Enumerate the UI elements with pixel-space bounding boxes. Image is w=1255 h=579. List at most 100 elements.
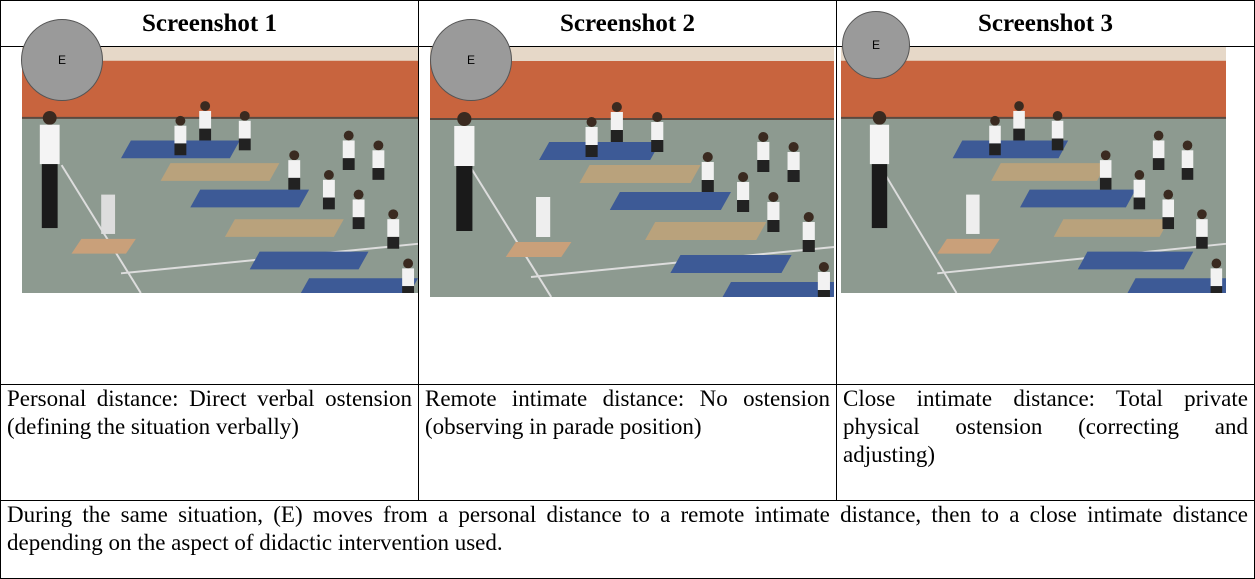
photo-detail [802, 222, 815, 240]
photo-detail [454, 126, 475, 166]
photo-detail [1153, 130, 1164, 141]
photo-detail [952, 140, 1069, 159]
photo-detail [702, 152, 713, 162]
photo-detail [1152, 158, 1165, 170]
photo-detail [611, 102, 622, 112]
photo-detail [803, 212, 814, 222]
photo-detail [1077, 251, 1194, 270]
photo-detail [174, 143, 187, 156]
photo-detail [989, 143, 1001, 156]
photo-detail [652, 112, 663, 122]
photo-detail [722, 282, 834, 297]
photo-detail [1013, 110, 1025, 129]
photo-detail [373, 140, 384, 151]
photo-detail [966, 194, 980, 234]
caption: During the same situation, (E) moves fro… [0, 500, 1255, 579]
photo-detail [288, 177, 301, 190]
photo-detail [787, 170, 800, 182]
photo-detail [787, 152, 800, 170]
photo-detail [586, 117, 597, 127]
photo-detail [403, 258, 414, 269]
photo-detail [757, 142, 770, 160]
photo-detail [1197, 209, 1207, 220]
photo-detail [610, 130, 623, 142]
photo-detail [651, 122, 664, 140]
photo-detail [738, 172, 749, 182]
photo-detail [238, 138, 251, 151]
photo-detail [1051, 138, 1064, 151]
photo-detail [323, 170, 334, 180]
photo-detail [990, 115, 1000, 126]
photo-detail [818, 262, 829, 272]
photo-detail [1181, 168, 1194, 180]
photo-detail [322, 179, 335, 198]
image-cell: E [0, 19, 419, 385]
photo-detail [190, 189, 310, 208]
photo-detail [651, 140, 664, 152]
photo-detail [737, 200, 750, 212]
photo-detail [767, 202, 780, 220]
photo-detail [1053, 219, 1170, 237]
photo-detail [1133, 197, 1146, 210]
photo-detail [1099, 177, 1112, 190]
photo-detail [22, 47, 418, 61]
photo-detail [1014, 101, 1024, 111]
marker: E [430, 19, 512, 101]
photo-detail [174, 125, 187, 144]
photo-detail [737, 182, 750, 200]
photo-detail [991, 163, 1107, 181]
photo-detail [300, 278, 418, 293]
photo-detail [101, 194, 116, 234]
photo-detail [289, 150, 300, 161]
photo-detail [871, 164, 888, 229]
photo-detail [456, 166, 473, 231]
photo-detail [869, 124, 890, 165]
photo-detail [352, 217, 365, 230]
description: Personal distance: Direct verbal ostensi… [0, 384, 419, 501]
photo-detail [841, 47, 1226, 61]
photo-detail [200, 101, 211, 111]
photo-detail [1133, 179, 1146, 198]
photo-detail [238, 120, 251, 139]
image-cell: E [418, 19, 837, 385]
photo-detail [352, 199, 365, 218]
description: Close intimate distance: Total private p… [836, 384, 1255, 501]
photo-detail [536, 197, 551, 237]
photo-detail [1134, 170, 1145, 180]
photo-detail [767, 220, 780, 232]
photo-detail [71, 238, 136, 254]
photo-detail [609, 192, 731, 210]
photo-detail [1052, 110, 1063, 121]
photo-detail [239, 110, 250, 121]
photo-detail [199, 110, 212, 129]
photo-detail [1182, 140, 1193, 151]
photo-detail [505, 242, 572, 257]
photo-detail [757, 160, 770, 172]
photo-detail [1013, 128, 1025, 141]
photo-detail [701, 180, 714, 192]
photo-detail [1196, 219, 1208, 237]
photo-detail [1210, 286, 1223, 293]
photo-detail [387, 219, 400, 237]
photo-detail [342, 158, 355, 170]
photo-detail [199, 128, 212, 141]
marker: E [842, 11, 910, 79]
photo-detail [224, 219, 344, 237]
photo-detail [937, 238, 1000, 254]
photo-detail [342, 140, 355, 159]
photo-detail [1210, 268, 1223, 287]
photo-detail [1162, 199, 1175, 218]
photo-detail [353, 189, 364, 200]
photo-detail [430, 47, 834, 61]
photo-detail [802, 240, 815, 252]
photo-detail [788, 142, 799, 152]
photo-detail [1051, 120, 1064, 139]
photo-detail [1162, 217, 1175, 230]
photo-detail [402, 268, 415, 287]
photo-detail [1196, 236, 1208, 249]
photo-detail [372, 168, 385, 180]
photo-detail [322, 197, 335, 210]
photo-detail [1099, 160, 1112, 178]
photo-detail [817, 290, 830, 297]
description: Remote intimate distance: No ostension (… [418, 384, 837, 501]
